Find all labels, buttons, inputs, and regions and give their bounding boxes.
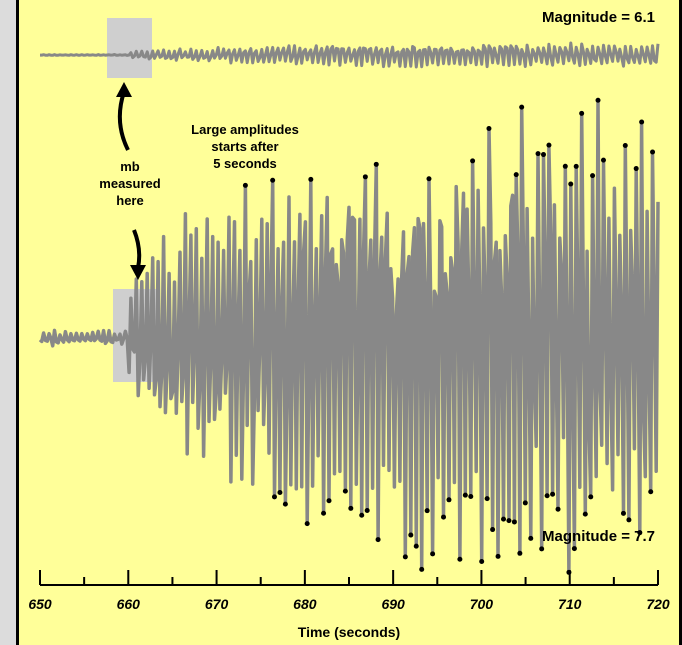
- peak-point: [650, 149, 656, 155]
- peak-point: [550, 491, 556, 497]
- x-tick-label: 710: [558, 596, 582, 612]
- peak-point: [571, 546, 577, 552]
- annotation-line: starts after: [211, 139, 278, 154]
- peak-point: [430, 551, 436, 557]
- trace-peak-highlights: [242, 97, 656, 575]
- peak-point: [573, 163, 579, 169]
- peak-point: [446, 497, 452, 503]
- peak-point: [375, 537, 381, 543]
- magnitude-label-top: Magnitude = 6.1: [542, 9, 655, 26]
- peak-point: [413, 543, 419, 549]
- peak-point: [535, 151, 541, 157]
- annotation-line: measured: [99, 176, 160, 191]
- peak-point: [362, 174, 368, 180]
- peak-point: [511, 519, 517, 525]
- magnitude-label-bottom: Magnitude = 7.7: [542, 528, 655, 545]
- annotation-line: here: [116, 193, 143, 208]
- peak-point: [501, 516, 506, 522]
- x-tick-label: 680: [293, 596, 317, 612]
- peak-point: [479, 559, 485, 565]
- x-tick-label: 700: [470, 596, 494, 612]
- peak-point: [562, 163, 568, 169]
- peak-point: [506, 518, 512, 524]
- peak-point: [582, 511, 588, 517]
- peak-point: [579, 110, 585, 116]
- arrow-down: [130, 229, 146, 280]
- x-axis-title: Time (seconds): [298, 624, 400, 640]
- peak-point: [470, 158, 476, 164]
- left-border: [16, 0, 19, 645]
- seismogram-trace-magnitude-7-7: [38, 98, 660, 575]
- peak-point: [568, 181, 574, 187]
- peak-point: [419, 566, 425, 572]
- annotation-large-amplitudes: Large amplitudes starts after 5 seconds: [191, 122, 299, 171]
- peak-point: [282, 501, 288, 507]
- peak-point: [468, 493, 474, 499]
- peak-point: [490, 527, 496, 533]
- peak-point: [522, 500, 528, 506]
- peak-point: [424, 508, 430, 514]
- peak-point: [622, 143, 628, 149]
- annotation-mb-measured: mb measured here: [99, 159, 160, 208]
- annotation-line: mb: [120, 159, 140, 174]
- peak-point: [540, 152, 546, 158]
- peak-point: [637, 530, 643, 536]
- peak-point: [528, 535, 534, 541]
- peak-point: [342, 488, 348, 494]
- peak-point: [457, 556, 463, 562]
- peak-point: [277, 489, 283, 495]
- peak-point: [408, 532, 414, 538]
- peak-point: [620, 510, 626, 516]
- peak-point: [402, 554, 408, 560]
- peak-point: [633, 166, 639, 172]
- seismogram-trace-magnitude-6-1: [40, 41, 660, 69]
- peak-point: [639, 119, 645, 125]
- peak-point: [539, 546, 545, 552]
- peak-point: [544, 493, 550, 499]
- annotation-line: Large amplitudes: [191, 122, 299, 137]
- mb-window-top: [107, 18, 152, 78]
- peak-point: [595, 97, 601, 103]
- peak-point: [517, 550, 523, 556]
- peak-point: [326, 498, 332, 504]
- peak-point: [546, 142, 552, 148]
- peak-point: [648, 489, 654, 495]
- right-border: [679, 0, 682, 645]
- peak-point: [304, 521, 310, 527]
- peak-point: [486, 125, 492, 131]
- peak-point: [270, 177, 276, 183]
- x-tick-label: 650: [28, 596, 52, 612]
- peak-point: [462, 492, 468, 498]
- arrow-up: [116, 82, 132, 151]
- peak-point: [373, 161, 379, 167]
- peak-point: [495, 553, 501, 559]
- x-tick-label: 720: [646, 596, 670, 612]
- x-tick-label: 660: [117, 596, 141, 612]
- peak-point: [321, 510, 327, 516]
- x-axis-tick-labels: 650 660 670 680 690 700 710 720: [28, 596, 670, 612]
- peak-point: [271, 494, 277, 500]
- peak-point: [359, 512, 365, 518]
- peak-point: [426, 176, 432, 182]
- peak-point: [348, 505, 354, 511]
- peak-point: [590, 173, 596, 179]
- peak-point: [555, 506, 561, 512]
- peak-point: [308, 176, 314, 182]
- peak-point: [519, 104, 525, 110]
- x-axis-ticks: [39, 570, 659, 585]
- peak-point: [600, 157, 606, 163]
- x-tick-label: 690: [381, 596, 405, 612]
- x-tick-label: 670: [205, 596, 229, 612]
- peak-point: [513, 172, 519, 178]
- peak-point: [364, 507, 370, 513]
- peak-point: [441, 514, 447, 520]
- peak-point: [626, 517, 632, 523]
- peak-point: [588, 494, 594, 500]
- peak-point: [484, 496, 490, 502]
- peak-point: [242, 182, 248, 188]
- annotation-line: 5 seconds: [213, 156, 277, 171]
